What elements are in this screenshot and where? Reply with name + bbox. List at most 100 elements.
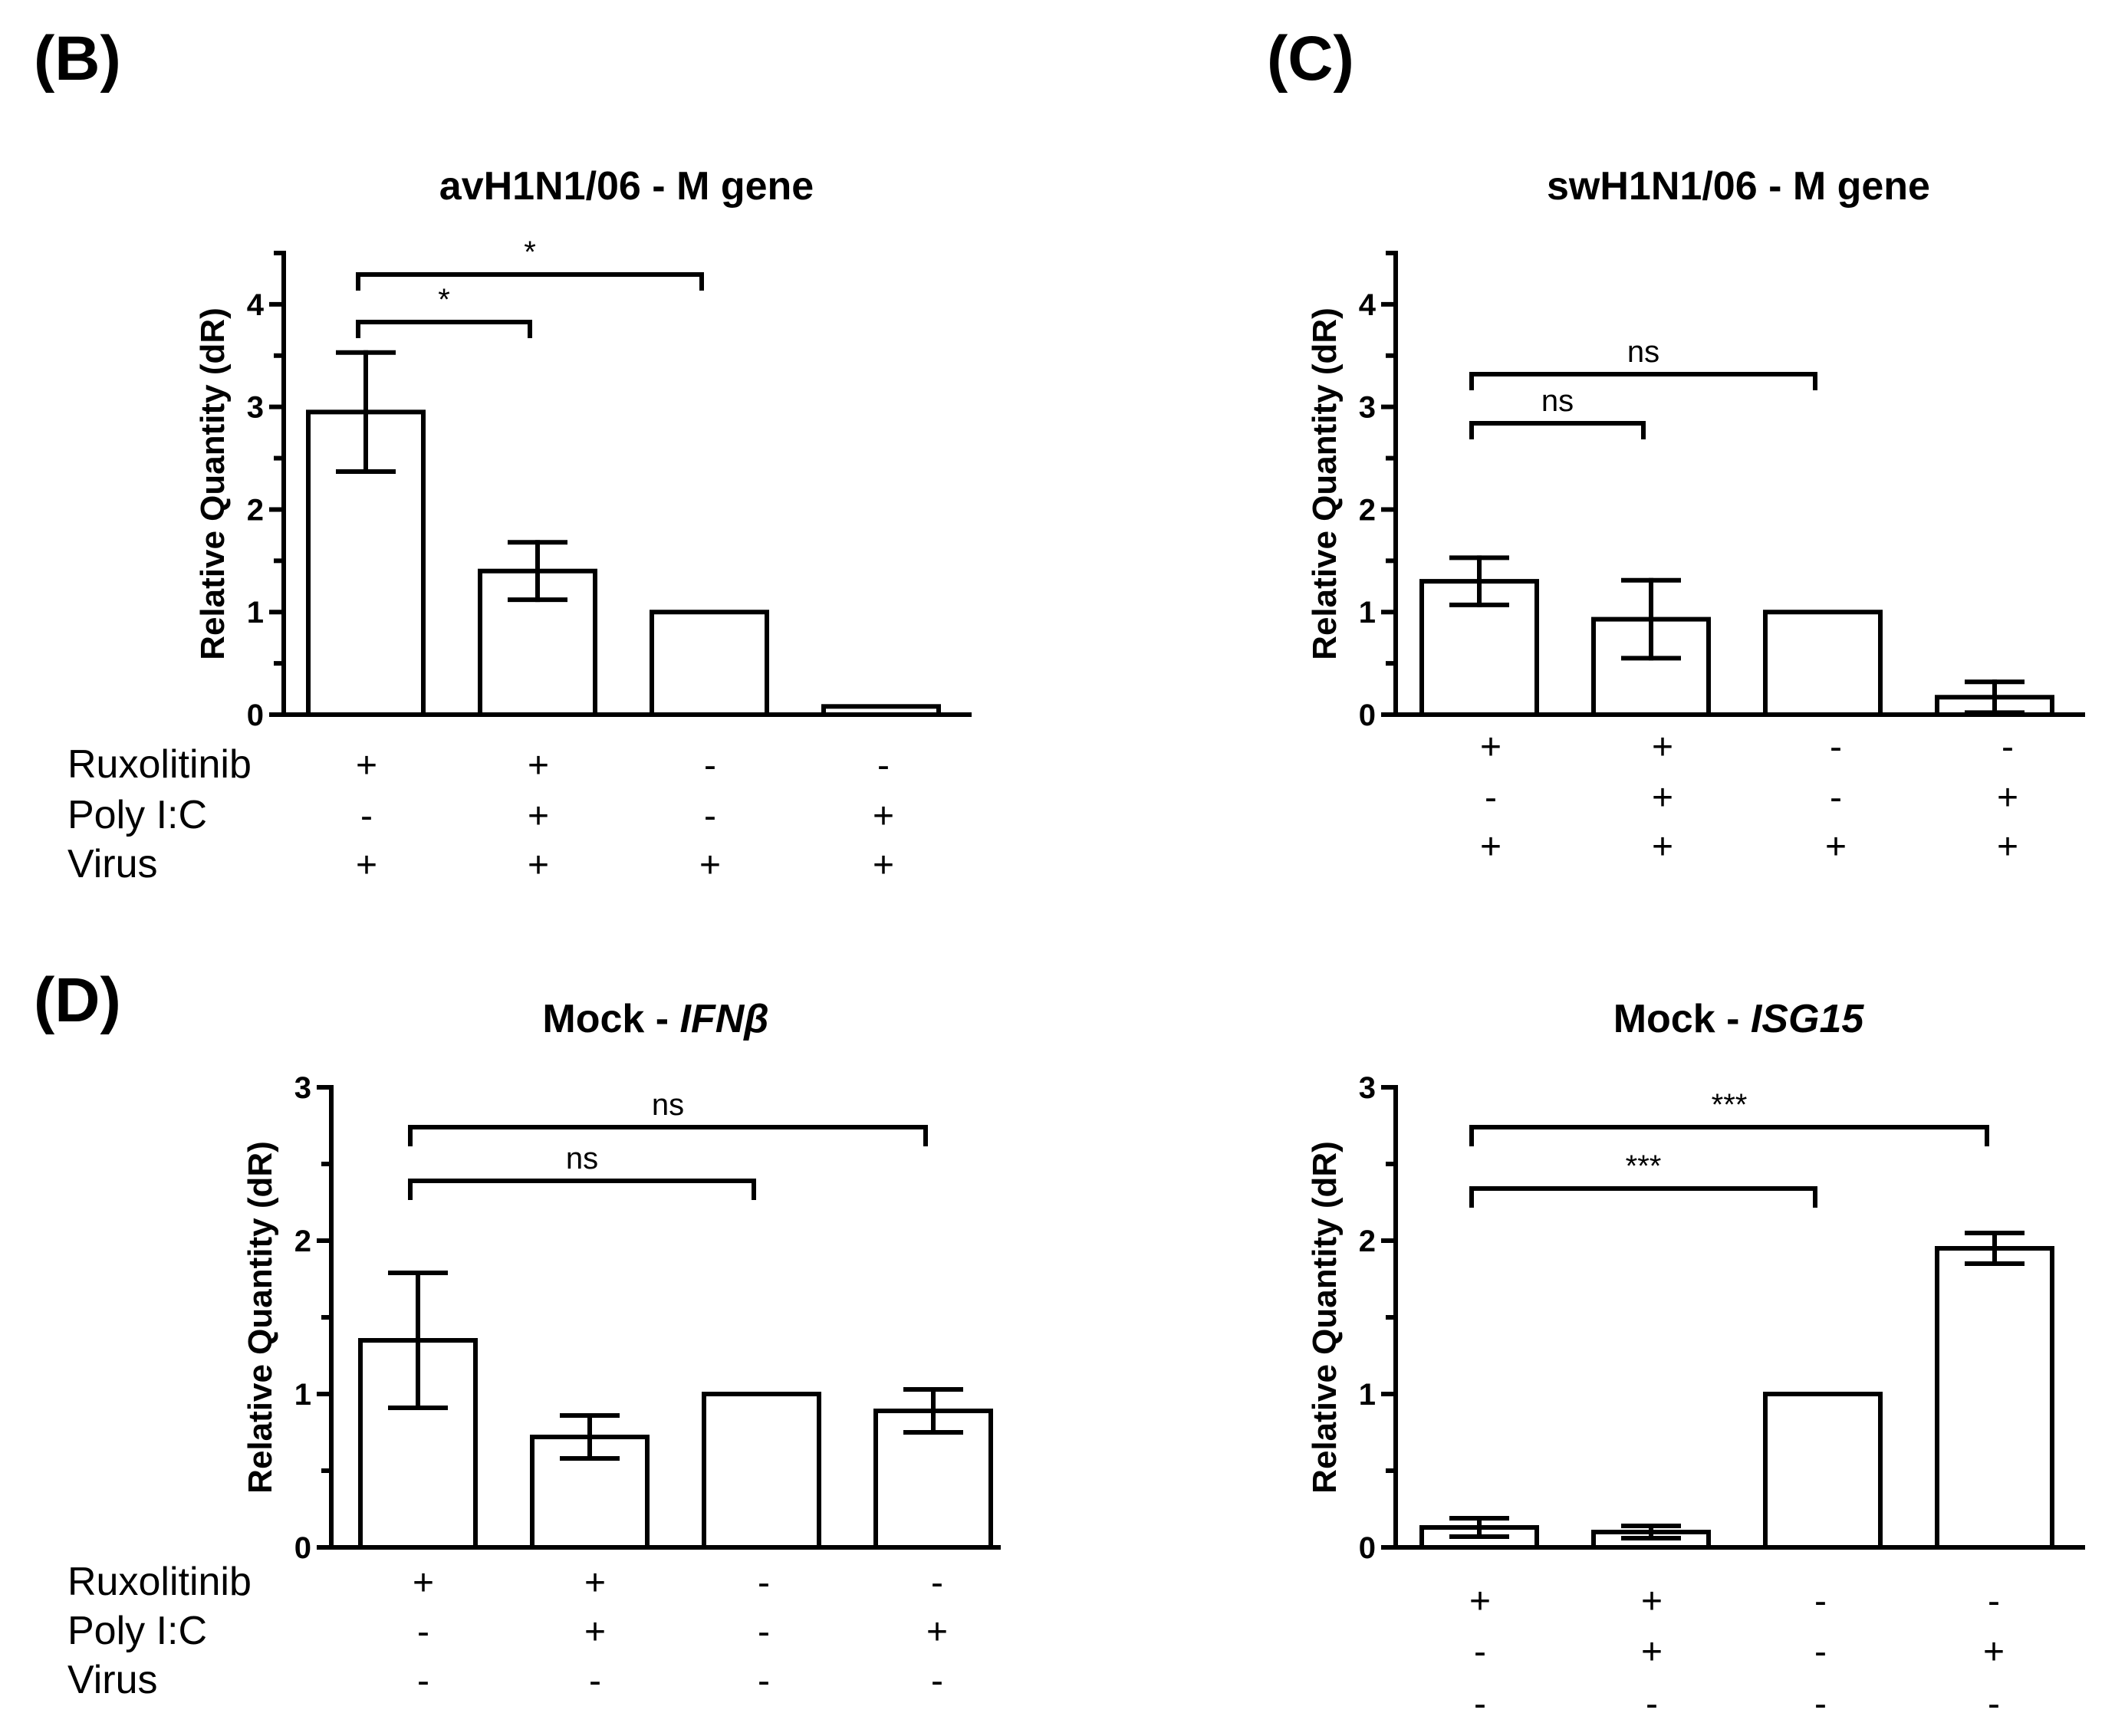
y-tick-label: 2 (247, 493, 264, 527)
condition-sign: + (1652, 727, 1673, 768)
y-tick-label: 3 (1359, 1071, 1376, 1105)
chart-swH1N1_M: swH1N1/06 - M gene Relative Quantity (dR)… (1306, 164, 2085, 867)
condition-name: Ruxolitinib (67, 742, 252, 787)
significance-label: *** (1626, 1149, 1662, 1183)
condition-sign: - (417, 1661, 429, 1701)
significance-bracket (408, 1125, 928, 1146)
chart-title-part: swH1N1/06 - M gene (1547, 164, 1930, 209)
condition-sign: + (1997, 778, 2018, 818)
panel-label-b: (B) (34, 24, 121, 94)
condition-sign: + (873, 796, 894, 837)
bar (702, 1392, 821, 1550)
bar (1763, 1392, 1883, 1550)
condition-sign: + (873, 845, 894, 886)
chart-title: Mock - IFNβ (542, 997, 768, 1041)
condition-sign: + (356, 745, 377, 786)
chart-title: Mock - ISG15 (1613, 997, 1865, 1041)
y-axis-label: Relative Quantity (dR) (242, 1141, 279, 1494)
chart-title-part: ISG15 (1751, 997, 1864, 1041)
significance-bracket (1469, 372, 1817, 390)
condition-sign: - (589, 1661, 601, 1701)
chart-avH1N1_M: avH1N1/06 - M gene Relative Quantity (dR)… (67, 164, 972, 886)
condition-sign: - (931, 1563, 943, 1603)
condition-sign: + (1997, 827, 2018, 867)
condition-sign: + (413, 1563, 434, 1603)
condition-sign: - (1814, 1632, 1827, 1672)
y-tick-label: 1 (294, 1378, 311, 1412)
condition-sign: - (1474, 1632, 1486, 1672)
y-tick-label: 0 (247, 699, 264, 732)
condition-sign: - (758, 1612, 770, 1652)
condition-sign: - (1814, 1581, 1827, 1622)
chart-title-part: Mock - (1613, 997, 1751, 1041)
condition-sign: + (1480, 727, 1502, 768)
significance-bracket (408, 1179, 756, 1200)
condition-sign: + (528, 745, 549, 786)
condition-sign: - (1988, 1684, 2000, 1724)
significance-label: ns (1541, 384, 1574, 418)
condition-sign: + (1641, 1581, 1663, 1622)
panel-label-d: (D) (34, 965, 121, 1035)
y-axis-label: Relative Quantity (dR) (1306, 307, 1344, 660)
chart-mock_IFNb: Mock - IFNβ Relative Quantity (dR) 0 1 2 3 ns n… (67, 997, 1001, 1702)
significance-label: ns (566, 1142, 598, 1175)
bar (1763, 610, 1883, 717)
condition-sign: + (926, 1612, 948, 1652)
significance-label: * (438, 283, 450, 317)
y-tick-label: 0 (1359, 1531, 1376, 1565)
condition-sign: - (877, 745, 890, 786)
chart-title-part: avH1N1/06 - M gene (439, 164, 814, 209)
condition-name: Poly I:C (67, 1609, 207, 1653)
y-tick-label: 3 (247, 391, 264, 425)
condition-name: Virus (67, 842, 158, 886)
y-axis-label: Relative Quantity (dR) (1306, 1141, 1344, 1494)
condition-sign: - (417, 1612, 429, 1652)
condition-sign: + (1469, 1581, 1491, 1622)
bar (1935, 1246, 2054, 1550)
condition-sign: - (704, 796, 716, 837)
significance-bracket (1469, 1186, 1817, 1208)
condition-sign: - (1485, 778, 1497, 818)
y-tick-label: 0 (294, 1531, 311, 1565)
chart-title: swH1N1/06 - M gene (1547, 164, 1930, 209)
condition-sign: - (758, 1661, 770, 1701)
y-axis-label: Relative Quantity (dR) (194, 307, 232, 660)
y-tick-label: 2 (1359, 1225, 1376, 1258)
condition-sign: + (528, 845, 549, 886)
y-tick-label: 1 (1359, 596, 1376, 630)
condition-sign: + (1652, 778, 1673, 818)
condition-name: Virus (67, 1658, 158, 1702)
condition-sign: - (1814, 1684, 1827, 1724)
significance-bracket (1469, 421, 1646, 439)
significance-label: *** (1712, 1088, 1748, 1122)
chart-title: avH1N1/06 - M gene (439, 164, 814, 209)
chart-title-part: IFNβ (680, 997, 769, 1041)
panel-label-c: (C) (1267, 24, 1354, 94)
y-tick-label: 2 (1359, 493, 1376, 527)
y-tick-label: 2 (294, 1225, 311, 1258)
condition-sign: + (699, 845, 721, 886)
significance-bracket (356, 272, 704, 291)
bar (821, 704, 941, 718)
significance-label: * (524, 235, 536, 269)
chart-title-part: Mock - (542, 997, 679, 1041)
condition-sign: - (2002, 727, 2014, 768)
condition-sign: + (584, 1612, 606, 1652)
condition-sign: + (1825, 827, 1847, 867)
condition-name: Ruxolitinib (67, 1560, 252, 1604)
significance-bracket (356, 320, 532, 338)
condition-sign: - (704, 745, 716, 786)
charts-container: avH1N1/06 - M gene Relative Quantity (dR)… (67, 164, 2085, 1724)
y-tick-label: 4 (247, 288, 265, 322)
y-tick-label: 4 (1359, 288, 1377, 322)
significance-label: ns (1627, 335, 1659, 369)
condition-sign: + (356, 845, 377, 886)
condition-sign: - (758, 1563, 770, 1603)
condition-sign: - (360, 796, 373, 837)
condition-name: Poly I:C (67, 793, 207, 837)
condition-sign: - (1988, 1581, 2000, 1622)
y-tick-label: 3 (1359, 391, 1376, 425)
condition-sign: + (1641, 1632, 1663, 1672)
condition-sign: + (584, 1563, 606, 1603)
